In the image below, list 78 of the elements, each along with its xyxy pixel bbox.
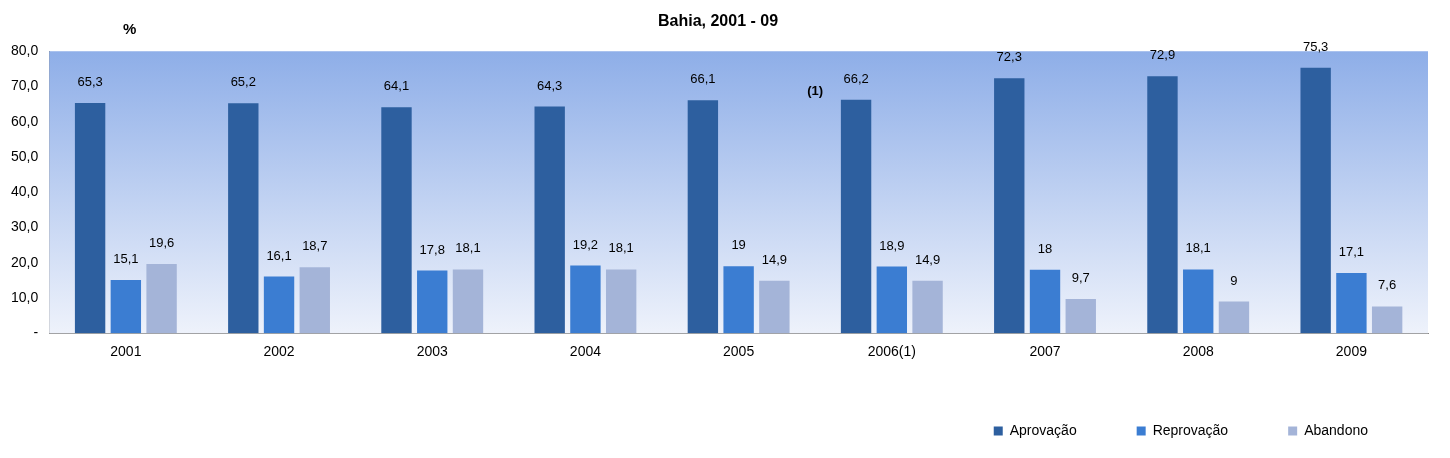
bar [1300, 67, 1331, 334]
data-label: 19 [731, 237, 746, 253]
data-label: 66,2 [843, 70, 869, 86]
annotation: (1) [807, 82, 824, 98]
bar [417, 270, 448, 334]
data-label: 14,9 [914, 251, 941, 267]
x-tick-label: 2005 [723, 343, 755, 360]
legend-label: Aprovação [1009, 421, 1077, 438]
bar [687, 100, 719, 334]
bar [994, 78, 1025, 334]
y-tick-label: 70,0 [11, 77, 39, 94]
bar [534, 106, 565, 334]
data-label: 66,1 [690, 71, 716, 87]
bar [570, 265, 601, 334]
x-tick-label: 2001 [110, 343, 142, 360]
bar [263, 276, 295, 334]
data-label: 17,8 [419, 241, 445, 257]
data-label: 19,6 [148, 235, 175, 251]
bar [1147, 76, 1178, 334]
bar [723, 266, 754, 334]
bar [299, 267, 330, 334]
bar [1065, 299, 1096, 334]
bar [228, 103, 259, 334]
data-label: 72,3 [996, 49, 1022, 65]
x-tick-label: 2009 [1335, 343, 1368, 360]
y-tick-label: 10,0 [11, 288, 39, 305]
x-tick-label: 2003 [416, 343, 449, 360]
data-label: 19,2 [572, 236, 599, 252]
bar [110, 279, 142, 334]
x-tick-label: 2006(1) [867, 343, 916, 360]
data-label: 9 [1230, 272, 1238, 288]
bar [146, 264, 177, 334]
data-label: 7,6 [1378, 277, 1397, 293]
bar [381, 107, 412, 334]
bar [876, 266, 908, 334]
data-label: 18 [1037, 240, 1053, 256]
data-label: 17,1 [1338, 244, 1365, 259]
bar [1371, 306, 1403, 334]
bar [840, 99, 872, 334]
chart-title: Bahia, 2001 - 09 [657, 12, 779, 30]
data-label: 14,9 [761, 251, 788, 267]
data-label: 18,7 [302, 238, 328, 254]
bar [1029, 269, 1061, 334]
bar [1183, 269, 1214, 334]
legend-label: Reprovação [1152, 421, 1229, 438]
data-label: 65,3 [77, 74, 103, 90]
bar [759, 280, 790, 334]
x-tick-label: 2002 [263, 343, 295, 360]
data-label: 18,1 [1185, 240, 1211, 256]
y-tick-label: 80,0 [11, 42, 39, 59]
x-tick-label: 2004 [569, 343, 602, 360]
data-label: 15,1 [113, 251, 139, 267]
y-tick-label: 40,0 [11, 183, 39, 200]
data-label: 64,3 [537, 77, 563, 93]
y-tick-label: 20,0 [11, 253, 39, 270]
x-tick-label: 2007 [1029, 343, 1061, 360]
data-label: 18,9 [879, 237, 905, 253]
y-tick-label: 50,0 [11, 147, 39, 164]
bar [1336, 272, 1367, 334]
bar [912, 280, 943, 334]
bar [452, 269, 484, 334]
y-tick-label: 30,0 [11, 218, 39, 235]
data-label: 18,1 [608, 240, 634, 256]
data-label: 75,3 [1303, 38, 1329, 54]
data-label: 64,1 [383, 78, 410, 94]
data-label: 9,7 [1071, 270, 1090, 286]
bar [1218, 301, 1250, 334]
data-label: 72,9 [1149, 47, 1176, 63]
x-tick-label: 2008 [1182, 343, 1214, 360]
y-tick-label: - [33, 324, 39, 341]
y-tick-label: 60,0 [11, 112, 39, 129]
legend-label: Abandono [1304, 421, 1369, 438]
bar [605, 269, 637, 334]
y-axis-title: % [123, 20, 137, 38]
bar [74, 103, 106, 334]
data-label: 65,2 [230, 74, 256, 90]
data-label: 18,1 [455, 240, 481, 256]
data-label: 16,1 [266, 247, 292, 263]
